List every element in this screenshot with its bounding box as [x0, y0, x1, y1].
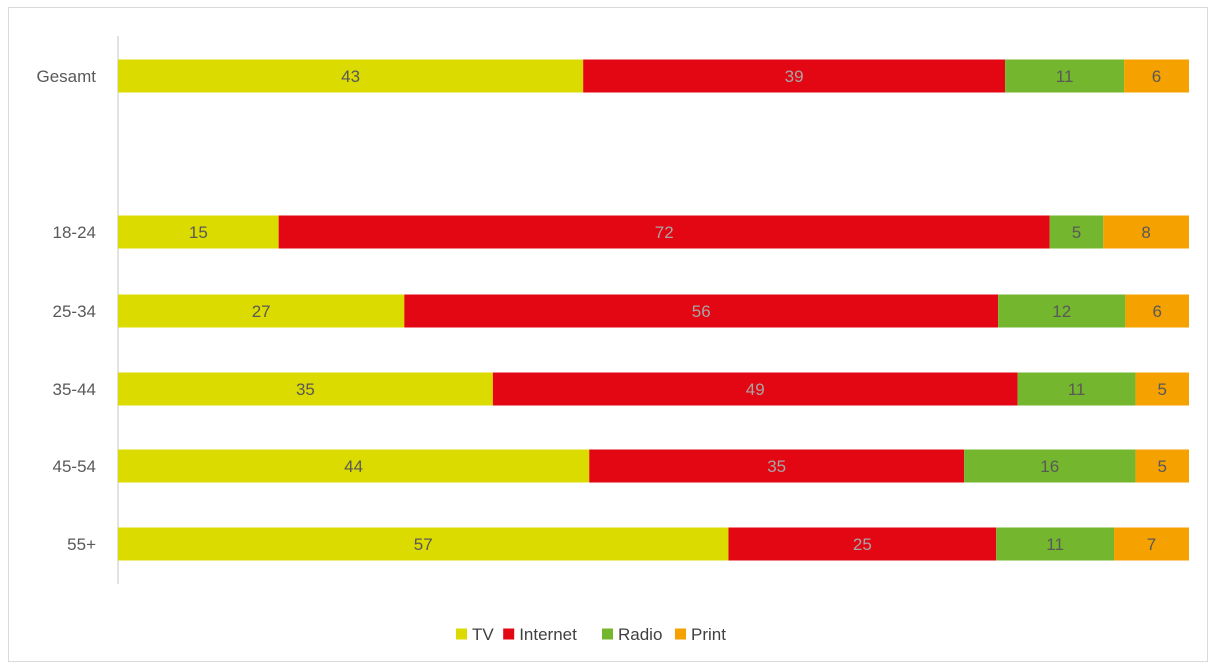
category-label-gesamt: Gesamt — [36, 67, 96, 86]
data-label-tv-45-54: 44 — [344, 457, 363, 476]
legend-swatch-radio — [602, 628, 613, 640]
legend: TV Internet Radio Print — [456, 625, 726, 644]
legend-label-print: Print — [691, 625, 726, 644]
legend-label-tv: TV — [472, 625, 494, 644]
bar-radio-18-24 — [1049, 215, 1104, 249]
bar-tv-55 — [118, 527, 729, 561]
bar-internet-25-34 — [404, 294, 999, 328]
data-label-tv-35-44: 35 — [296, 380, 315, 399]
legend-swatch-tv — [456, 628, 467, 640]
data-label-print-55: 7 — [1147, 535, 1156, 554]
bar-tv-25-34 — [118, 294, 405, 328]
data-label-print-35-44: 5 — [1157, 380, 1166, 399]
data-label-print-45-54: 5 — [1157, 457, 1166, 476]
bar-radio-25-34 — [998, 294, 1126, 328]
data-label-radio-55: 11 — [1046, 535, 1064, 554]
legend-label-radio: Radio — [618, 625, 662, 644]
bar-radio-35-44 — [1017, 372, 1136, 406]
bar-print-55 — [1114, 527, 1189, 561]
bar-print-45-54 — [1135, 449, 1189, 483]
bar-tv-gesamt — [118, 59, 584, 93]
data-label-internet-25-34: 56 — [692, 302, 711, 321]
bar-radio-45-54 — [964, 449, 1136, 483]
bar-tv-45-54 — [118, 449, 590, 483]
data-label-tv-18-24: 15 — [189, 223, 208, 242]
data-label-tv-55: 57 — [414, 535, 433, 554]
legend-swatch-print — [675, 628, 686, 640]
data-label-radio-35-44: 11 — [1068, 380, 1086, 399]
bar-print-35-44 — [1135, 372, 1189, 406]
category-label-25-34: 25-34 — [53, 302, 96, 321]
bar-print-gesamt — [1124, 59, 1189, 93]
data-label-radio-gesamt: 11 — [1056, 67, 1074, 86]
data-label-radio-45-54: 16 — [1040, 457, 1059, 476]
bar-print-25-34 — [1125, 294, 1189, 328]
bar-radio-gesamt — [1005, 59, 1125, 93]
category-labels: Gesamt 18-24 25-34 35-44 45-54 55+ — [36, 67, 96, 554]
bar-print-18-24 — [1103, 215, 1189, 249]
data-label-print-18-24: 8 — [1141, 223, 1150, 242]
category-label-55: 55+ — [67, 535, 96, 554]
data-label-internet-55: 25 — [853, 535, 872, 554]
bar-internet-55 — [728, 527, 997, 561]
bar-internet-gesamt — [583, 59, 1006, 93]
legend-swatch-internet — [503, 628, 515, 640]
data-label-tv-25-34: 27 — [252, 302, 271, 321]
bar-radio-55 — [996, 527, 1115, 561]
bar-tv-35-44 — [118, 372, 493, 406]
bar-internet-35-44 — [492, 372, 1018, 406]
bar-internet-18-24 — [278, 215, 1050, 249]
legend-label-internet: Internet — [519, 625, 577, 644]
bars-group: 43 39 11 6 15 72 5 8 27 56 12 6 35 49 11 5 44 35 16 5 57 25 11… — [118, 59, 1189, 561]
data-label-internet-35-44: 49 — [746, 380, 765, 399]
data-label-tv-gesamt: 43 — [341, 67, 360, 86]
bar-tv-18-24 — [118, 215, 279, 249]
data-label-radio-18-24: 5 — [1072, 223, 1081, 242]
category-label-18-24: 18-24 — [53, 223, 96, 242]
data-label-internet-gesamt: 39 — [785, 67, 804, 86]
category-label-45-54: 45-54 — [53, 457, 96, 476]
bar-internet-45-54 — [589, 449, 965, 483]
data-label-print-gesamt: 6 — [1152, 67, 1161, 86]
category-label-35-44: 35-44 — [53, 380, 96, 399]
data-label-print-25-34: 6 — [1152, 302, 1161, 321]
data-label-internet-18-24: 72 — [655, 223, 674, 242]
data-label-radio-25-34: 12 — [1052, 302, 1071, 321]
data-label-internet-45-54: 35 — [767, 457, 786, 476]
